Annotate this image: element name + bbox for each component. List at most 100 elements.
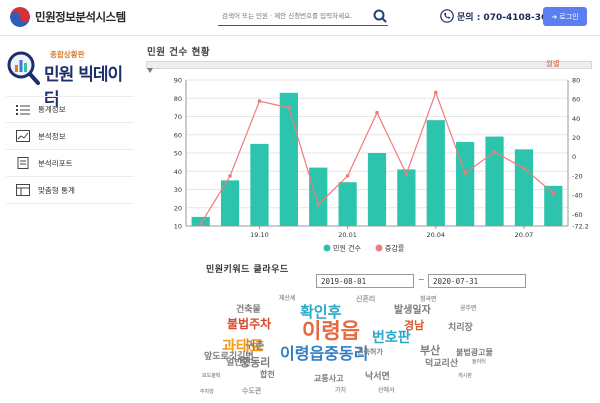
cloud-keyword[interactable]: 수도관 <box>242 387 262 395</box>
app-title: 민원정보분석시스템 <box>35 10 126 24</box>
cloud-keyword[interactable]: 건축물 <box>236 305 261 315</box>
chart-title: 민원 건수 현황 <box>147 47 211 58</box>
site-logo[interactable]: 민원정보분석시스템 <box>10 7 126 27</box>
line-point <box>257 99 262 103</box>
x-tick-label: 20.01 <box>338 231 357 239</box>
chart-zoom-bar[interactable] <box>146 61 592 69</box>
y-left-tick-label: 40 <box>174 168 182 176</box>
y-right-tick-label: 60 <box>572 96 580 104</box>
cloud-keyword[interactable]: 중동리 <box>240 356 271 369</box>
bar <box>426 120 445 226</box>
y-left-tick-label: 20 <box>174 204 182 212</box>
y-left-tick-label: 90 <box>174 77 182 85</box>
date-to-field[interactable]: 2020-07-31 <box>428 274 526 288</box>
y-left-tick-label: 70 <box>174 113 182 121</box>
bar <box>397 169 416 226</box>
y-right-tick-label: -72.2 <box>572 223 589 231</box>
login-label: 로그인 <box>559 12 579 21</box>
legend-marker <box>323 244 331 252</box>
chart-icon <box>16 130 30 142</box>
bar <box>367 153 387 226</box>
y-right-tick-label: -20 <box>572 172 583 180</box>
legend-label: 민원 건수 <box>333 244 362 253</box>
sidebar-menu: 통계정보 분석정보 분석리포트 맞춤형 통계 <box>6 96 134 204</box>
cloud-keyword[interactable]: 부산 <box>420 344 441 357</box>
search-icon[interactable] <box>372 8 388 24</box>
line-point <box>375 110 379 115</box>
cloud-keyword[interactable]: 이령읍 <box>302 319 360 343</box>
cloud-keyword[interactable]: 주차장 <box>200 389 214 395</box>
brand-subtitle: 종합상황판 <box>50 50 85 59</box>
line-point <box>551 191 556 195</box>
cloud-keyword[interactable]: 합천 <box>260 370 275 379</box>
bar <box>279 92 298 227</box>
cloud-title: 민원키워드 클라우드 <box>206 265 289 275</box>
sidebar-item-analysis[interactable]: 분석정보 <box>6 123 134 150</box>
sidebar-item-label: 분석정보 <box>38 131 66 141</box>
y-left-tick-label: 30 <box>174 186 182 194</box>
zoom-icon[interactable] <box>147 68 153 74</box>
keyword-cloud-section: 민원키워드 클라우드 2019-08-01 ~ 2020-07-31 이령읍 이령… <box>142 260 597 403</box>
cloud-keyword[interactable]: 건축허가 <box>357 348 383 356</box>
cloud-keyword[interactable]: 신흔리 <box>356 295 376 303</box>
cloud-keyword[interactable]: 앞도로깃길변 <box>204 352 254 362</box>
date-from-field[interactable]: 2019-08-01 <box>316 274 414 288</box>
top-header: 민원정보분석시스템 문의 : 070-4108-3625 ➜ 로그인 <box>0 0 600 36</box>
bar <box>191 216 210 226</box>
sidebar-item-report[interactable]: 분석리포트 <box>6 150 134 177</box>
cloud-keyword[interactable]: 경남 <box>404 319 425 332</box>
cloud-keyword[interactable]: 산에서 <box>378 387 395 394</box>
cloud-keyword[interactable]: 확인후 <box>300 303 342 321</box>
sidebar-item-custom-stats[interactable]: 맞춤형 통계 <box>6 177 134 204</box>
y-right-tick-label: 40 <box>572 115 580 123</box>
bar <box>338 182 357 226</box>
cloud-keyword[interactable]: 과태료 <box>222 337 264 355</box>
sidebar-item-stats[interactable]: 통계정보 <box>6 96 134 123</box>
bar <box>220 180 240 226</box>
cloud-keyword[interactable]: 덕교리산 <box>425 359 459 369</box>
cloud-keyword[interactable]: 일반인 <box>226 358 251 368</box>
line-point <box>492 150 497 154</box>
cloud-keyword[interactable]: 놀이터 <box>472 359 486 365</box>
cloud-keyword[interactable]: 교통사고 <box>314 374 344 383</box>
y-left-tick-label: 50 <box>174 150 182 158</box>
bar <box>456 142 475 226</box>
y-right-tick-label: 20 <box>572 134 580 142</box>
cloud-keyword[interactable]: 치리장 <box>448 323 473 333</box>
magnifier-chart-icon <box>7 51 40 85</box>
line-point <box>433 90 438 95</box>
sidebar-item-label: 맞춤형 통계 <box>38 185 75 195</box>
cloud-keyword[interactable]: 귀촌 <box>246 341 265 352</box>
line-point <box>522 166 526 171</box>
cloud-keyword[interactable]: 불법주차 <box>227 317 272 331</box>
line-point <box>287 106 291 110</box>
bar <box>485 136 504 226</box>
search-input[interactable] <box>218 11 372 20</box>
cloud-keyword[interactable]: 재산세 <box>279 295 296 302</box>
search-bar <box>218 6 388 26</box>
taegeuk-logo-icon <box>10 7 30 27</box>
grid-icon <box>16 184 30 196</box>
legend-label: 증감률 <box>385 245 405 253</box>
y-right-tick-label: 0 <box>572 153 576 161</box>
phone-icon <box>440 9 454 23</box>
line-point <box>228 174 232 178</box>
cloud-keyword[interactable]: 공주면 <box>460 305 477 312</box>
cloud-keyword[interactable]: 게시판 <box>458 373 472 379</box>
sidebar: 종합상황판 민원 빅데이터 통계정보 분석정보 분석리포트 <box>0 36 136 403</box>
cloud-keyword[interactable]: 낙서면 <box>365 372 390 382</box>
cloud-keyword[interactable]: 청곡면 <box>420 296 437 303</box>
bar <box>544 185 563 226</box>
cloud-keyword[interactable]: 번호판 <box>372 330 411 346</box>
login-icon: ➜ <box>551 12 558 21</box>
line-point <box>404 172 409 176</box>
period-selector[interactable]: 월별 <box>546 59 560 68</box>
cloud-keyword[interactable]: 가치 <box>335 387 347 394</box>
x-tick-label: 20.04 <box>426 231 445 239</box>
brand-block[interactable]: 종합상황판 민원 빅데이터 <box>6 46 132 110</box>
cloud-keyword[interactable]: 불법광고물 <box>456 348 493 357</box>
cloud-keyword[interactable]: 발생일자 <box>394 305 431 316</box>
cloud-keyword[interactable]: 이령읍중동리 <box>280 344 369 363</box>
cloud-keyword[interactable]: 보도블럭 <box>202 373 221 379</box>
login-button[interactable]: ➜ 로그인 <box>543 7 587 26</box>
